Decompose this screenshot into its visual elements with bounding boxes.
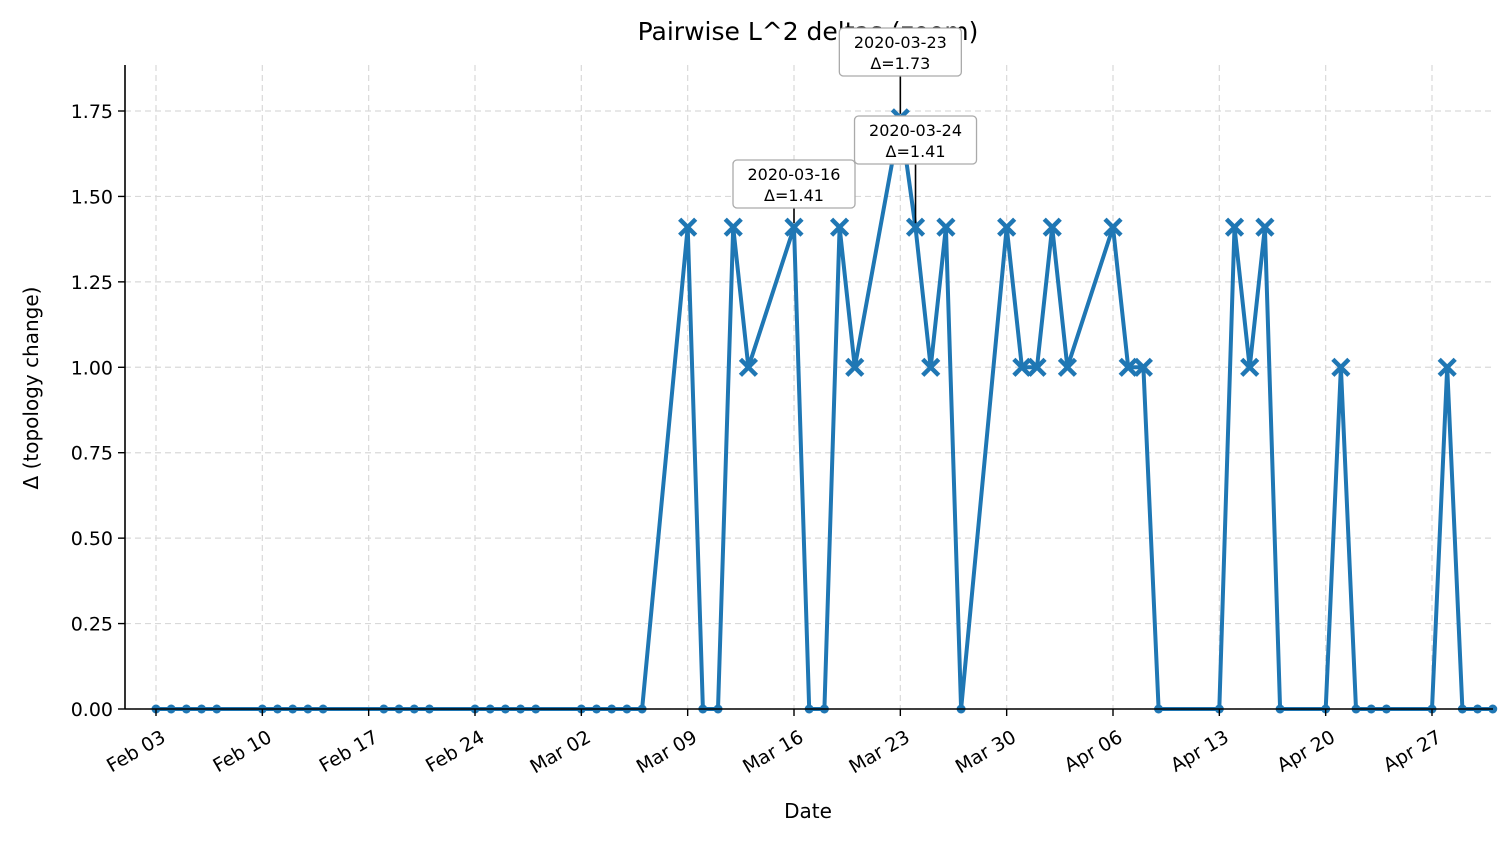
x-tick-label: Feb 17 (316, 726, 382, 777)
x-tick-label: Feb 10 (209, 726, 275, 777)
annotation-box (853, 115, 978, 165)
x-tick-label: Mar 02 (526, 726, 594, 778)
x-tick-label: Mar 09 (633, 726, 701, 778)
x-tick-label: Feb 03 (103, 726, 169, 777)
data-point-x-marker (1437, 357, 1457, 377)
annotation-box (732, 159, 856, 209)
y-tick-label: 1.75 (71, 101, 113, 123)
annotation-value: Δ=1.41 (764, 186, 824, 205)
data-point-x-marker (997, 217, 1017, 237)
data-point-x-marker (1224, 217, 1245, 237)
data-point-x-marker (1331, 357, 1351, 377)
data-point-x-marker (905, 217, 926, 237)
data-point-x-marker (1057, 357, 1078, 377)
x-tick-label: Feb 24 (422, 726, 488, 777)
annotation-date: 2020-03-23 (854, 33, 947, 52)
annotations-layer: 2020-03-16Δ=1.412020-03-23Δ=1.732020-03-… (732, 27, 978, 224)
annotation-value: Δ=1.41 (886, 142, 946, 161)
data-point-x-marker (784, 217, 804, 237)
y-tick-label: 0.00 (71, 699, 113, 721)
y-axis-title: Δ (topology change) (19, 287, 43, 490)
data-point-x-marker (936, 217, 956, 237)
x-tick-label: Mar 16 (739, 726, 807, 778)
data-point-x-marker (1255, 217, 1275, 237)
data-point-x-marker (921, 357, 941, 377)
x-tick-label: Apr 06 (1061, 726, 1127, 777)
annotation-box (838, 27, 962, 77)
data-point-x-marker (1027, 357, 1047, 377)
data-point-x-marker (1118, 357, 1138, 377)
y-tick-label: 0.75 (71, 443, 113, 465)
y-tick-label: 0.25 (71, 614, 113, 636)
data-point-x-marker (829, 217, 850, 237)
data-point-x-marker (1012, 357, 1032, 377)
data-point-x-marker (1042, 217, 1062, 237)
x-tick-label: Apr 13 (1167, 726, 1233, 777)
data-point-x-marker (1103, 217, 1123, 237)
data-point-x-marker (723, 217, 743, 237)
annotation: 2020-03-23 Δ=1.73 (838, 27, 962, 114)
y-tick-label: 1.25 (71, 272, 113, 294)
x-tick-label: Apr 27 (1380, 726, 1446, 777)
x-tick-label: Mar 30 (952, 726, 1020, 778)
data-point-x-marker (738, 357, 759, 377)
y-tick-label: 1.00 (71, 357, 113, 379)
data-point-x-marker (1240, 357, 1260, 377)
x-tick-label: Apr 20 (1273, 726, 1339, 777)
annotation: 2020-03-24 Δ=1.41 (853, 115, 978, 224)
x-tick-label: Mar 23 (845, 726, 913, 778)
x-axis-title: Date (784, 799, 832, 823)
annotation-date: 2020-03-16 (748, 165, 841, 184)
data-point-x-marker (678, 217, 698, 237)
y-tick-label: 1.50 (71, 186, 113, 208)
annotation-value: Δ=1.73 (870, 54, 930, 73)
y-tick-label: 0.50 (71, 528, 113, 550)
annotation-date: 2020-03-24 (869, 121, 962, 140)
annotation: 2020-03-16 Δ=1.41 (732, 159, 856, 224)
data-point-x-marker (1133, 357, 1153, 377)
data-point-x-marker (845, 357, 865, 377)
